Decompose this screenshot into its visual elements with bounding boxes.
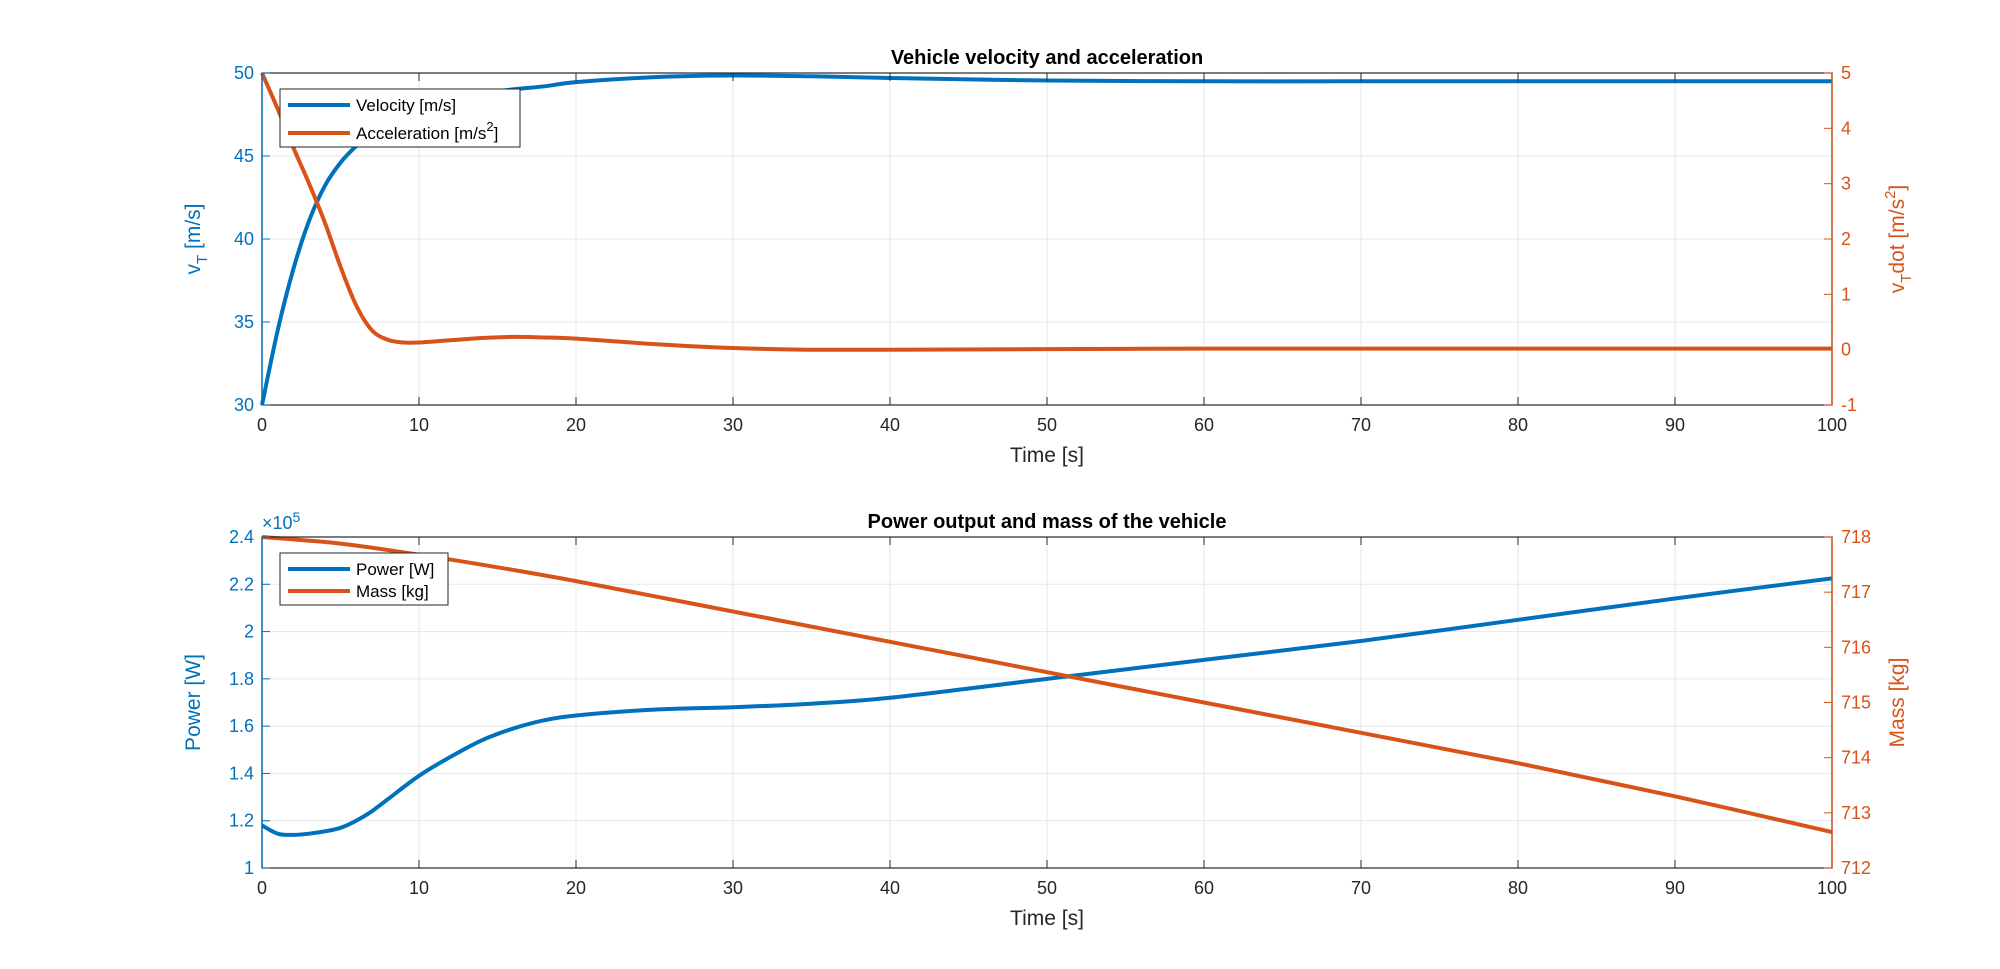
right-y-tick-label: 715 bbox=[1841, 693, 1871, 713]
x-tick-label: 10 bbox=[409, 415, 429, 435]
legend-mass-label: Mass [kg] bbox=[356, 582, 429, 601]
right-y-tick-label: 5 bbox=[1841, 63, 1851, 83]
x-tick-label: 30 bbox=[723, 415, 743, 435]
left-y-tick-label: 1.4 bbox=[229, 763, 254, 783]
left-y-tick-label: 45 bbox=[234, 146, 254, 166]
chart-title: Power output and mass of the vehicle bbox=[868, 511, 1227, 533]
series-line-right bbox=[260, 72, 1832, 352]
right-y-tick-label: 712 bbox=[1841, 858, 1871, 878]
series-line-left bbox=[261, 576, 1833, 837]
legend: Power [W] Mass [kg] bbox=[279, 552, 449, 606]
left-y-tick-label: 1.6 bbox=[229, 716, 254, 736]
left-y-tick-label: 1 bbox=[244, 858, 254, 878]
x-tick-label: 10 bbox=[409, 878, 429, 898]
legend-velocity-label: Velocity [m/s] bbox=[356, 96, 456, 115]
tick-marks bbox=[261, 72, 1833, 406]
x-tick-label: 70 bbox=[1351, 878, 1371, 898]
chart-title: Vehicle velocity and acceleration bbox=[891, 47, 1203, 69]
x-tick-label: 90 bbox=[1665, 878, 1685, 898]
right-y-axis-label-sup: 2 bbox=[1882, 191, 1899, 199]
x-tick-label: 60 bbox=[1194, 878, 1214, 898]
x-tick-label: 20 bbox=[566, 878, 586, 898]
right-y-axis-label-end: ] bbox=[1886, 185, 1909, 191]
velocity-acceleration-chart: Vehicle velocity and acceleration Time [… bbox=[182, 47, 1915, 467]
legend-power-label: Power [W] bbox=[356, 560, 434, 579]
left-y-tick-label: 2 bbox=[244, 622, 254, 642]
right-y-tick-label: 4 bbox=[1841, 118, 1851, 138]
left-y-tick-label: 50 bbox=[234, 63, 254, 83]
left-y-tick-label: 1.2 bbox=[229, 811, 254, 831]
series-line-left bbox=[260, 73, 1832, 406]
left-y-tick-label: 30 bbox=[234, 395, 254, 415]
tick-marks bbox=[261, 536, 1833, 869]
x-tick-label: 50 bbox=[1037, 415, 1057, 435]
right-y-tick-label: 1 bbox=[1841, 284, 1851, 304]
left-axis-exponent-base: ×10 bbox=[262, 513, 293, 533]
x-tick-label: 80 bbox=[1508, 415, 1528, 435]
left-y-axis-label: Power [W] bbox=[182, 654, 205, 751]
x-tick-label: 20 bbox=[566, 415, 586, 435]
right-y-axis-label-mid: dot [m/s bbox=[1886, 199, 1909, 274]
legend-box bbox=[279, 552, 449, 606]
right-y-axis-label-sub: T bbox=[1898, 274, 1915, 283]
x-tick-label: 70 bbox=[1351, 415, 1371, 435]
x-tick-label: 60 bbox=[1194, 415, 1214, 435]
x-tick-label: 50 bbox=[1037, 878, 1057, 898]
x-tick-label: 40 bbox=[880, 415, 900, 435]
left-y-axis-label: vT [m/s] bbox=[182, 203, 211, 274]
left-y-tick-label: 35 bbox=[234, 312, 254, 332]
right-y-tick-label: -1 bbox=[1841, 395, 1857, 415]
legend: Velocity [m/s] Acceleration [m/s2] bbox=[279, 88, 521, 148]
right-y-tick-label: 3 bbox=[1841, 174, 1851, 194]
legend-box bbox=[279, 88, 521, 148]
x-tick-label: 100 bbox=[1817, 415, 1847, 435]
left-y-tick-label: 2.2 bbox=[229, 574, 254, 594]
left-y-axis-label-rest: [m/s] bbox=[182, 203, 205, 254]
left-y-tick-label: 2.4 bbox=[229, 527, 254, 547]
right-y-tick-label: 718 bbox=[1841, 527, 1871, 547]
legend-acceleration-sup: 2 bbox=[486, 119, 493, 134]
legend-acceleration-end: ] bbox=[494, 124, 499, 143]
left-axis-exponent-sup: 5 bbox=[293, 509, 301, 525]
right-y-tick-label: 714 bbox=[1841, 748, 1871, 768]
right-y-axis-label: Mass [kg] bbox=[1886, 658, 1909, 748]
plot-lines bbox=[260, 72, 1832, 406]
x-tick-label: 0 bbox=[257, 878, 267, 898]
x-tick-label: 100 bbox=[1817, 878, 1847, 898]
right-y-axis-label: vTdot [m/s2] bbox=[1882, 185, 1915, 294]
grid bbox=[261, 536, 1833, 869]
x-tick-label: 30 bbox=[723, 878, 743, 898]
left-y-axis-label-main: v bbox=[182, 264, 205, 275]
series-line-right bbox=[261, 535, 1833, 835]
x-tick-label: 40 bbox=[880, 878, 900, 898]
left-y-axis-label-sub: T bbox=[194, 255, 211, 264]
left-y-tick-label: 1.8 bbox=[229, 669, 254, 689]
x-tick-label: 90 bbox=[1665, 415, 1685, 435]
x-tick-label: 80 bbox=[1508, 878, 1528, 898]
plot-lines bbox=[261, 535, 1833, 837]
right-y-tick-label: 713 bbox=[1841, 803, 1871, 823]
x-axis-label: Time [s] bbox=[1010, 907, 1084, 930]
right-y-axis-label-main: v bbox=[1886, 282, 1909, 293]
legend-acceleration-text: Acceleration [m/s bbox=[356, 124, 486, 143]
right-y-tick-label: 0 bbox=[1841, 340, 1851, 360]
right-y-tick-label: 716 bbox=[1841, 637, 1871, 657]
right-y-tick-label: 2 bbox=[1841, 229, 1851, 249]
power-mass-chart: Power output and mass of the vehicle Tim… bbox=[182, 509, 1909, 930]
x-axis-label: Time [s] bbox=[1010, 444, 1084, 467]
x-tick-label: 0 bbox=[257, 415, 267, 435]
left-y-tick-label: 40 bbox=[234, 229, 254, 249]
left-axis-exponent: ×105 bbox=[262, 509, 301, 533]
legend-acceleration-label: Acceleration [m/s2] bbox=[356, 119, 498, 143]
right-y-tick-label: 717 bbox=[1841, 582, 1871, 602]
